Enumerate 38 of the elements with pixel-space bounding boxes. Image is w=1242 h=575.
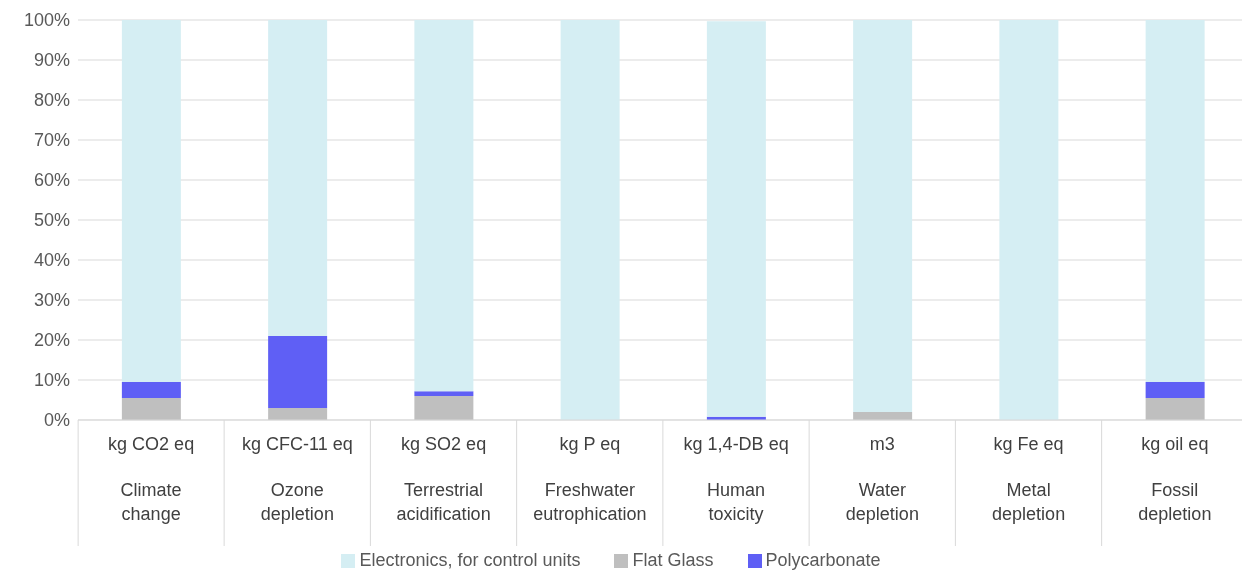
legend-label: Polycarbonate	[765, 550, 881, 570]
category-label: kg Fe eq Metal depletion	[992, 434, 1066, 524]
y-tick-label: 0%	[43, 410, 70, 431]
bar	[121, 20, 181, 382]
category-label: kg CO2 eq Climate change	[108, 434, 195, 524]
y-tick-label: 90%	[33, 50, 70, 71]
y-tick-label: 40%	[33, 250, 70, 271]
bar	[414, 396, 474, 420]
bar	[268, 20, 328, 336]
bar	[999, 20, 1059, 420]
category-label: kg SO2 eq Terrestrial acidification	[396, 434, 491, 524]
y-tick-label: 80%	[33, 90, 70, 111]
y-tick-label: 10%	[33, 370, 70, 391]
bar	[121, 398, 181, 420]
y-tick-label: 50%	[33, 210, 70, 231]
legend-label: Electronics, for control units	[359, 550, 581, 570]
category-label: kg oil eq Fossil depletion	[1138, 434, 1212, 524]
bar	[853, 20, 913, 412]
bar	[414, 391, 474, 396]
y-tick-label: 100%	[23, 10, 70, 31]
bar	[706, 21, 766, 417]
bar	[414, 20, 474, 392]
bar	[268, 336, 328, 408]
y-tick-label: 30%	[33, 290, 70, 311]
bar	[268, 408, 328, 420]
bar	[560, 20, 620, 420]
bar	[1145, 398, 1205, 420]
category-label: kg 1,4-DB eq Human toxicity	[683, 434, 789, 524]
bar	[1145, 20, 1205, 382]
legend-label: Flat Glass	[632, 550, 714, 570]
category-label: m3 Water depletion	[845, 434, 919, 524]
category-label: kg P eq Freshwater eutrophication	[533, 434, 647, 524]
y-tick-label: 60%	[33, 170, 70, 191]
bar	[1145, 382, 1205, 398]
category-label: kg CFC-11 eq Ozone depletion	[242, 434, 353, 524]
bar	[121, 382, 181, 398]
y-tick-label: 20%	[33, 330, 70, 351]
y-tick-label: 70%	[33, 130, 70, 151]
